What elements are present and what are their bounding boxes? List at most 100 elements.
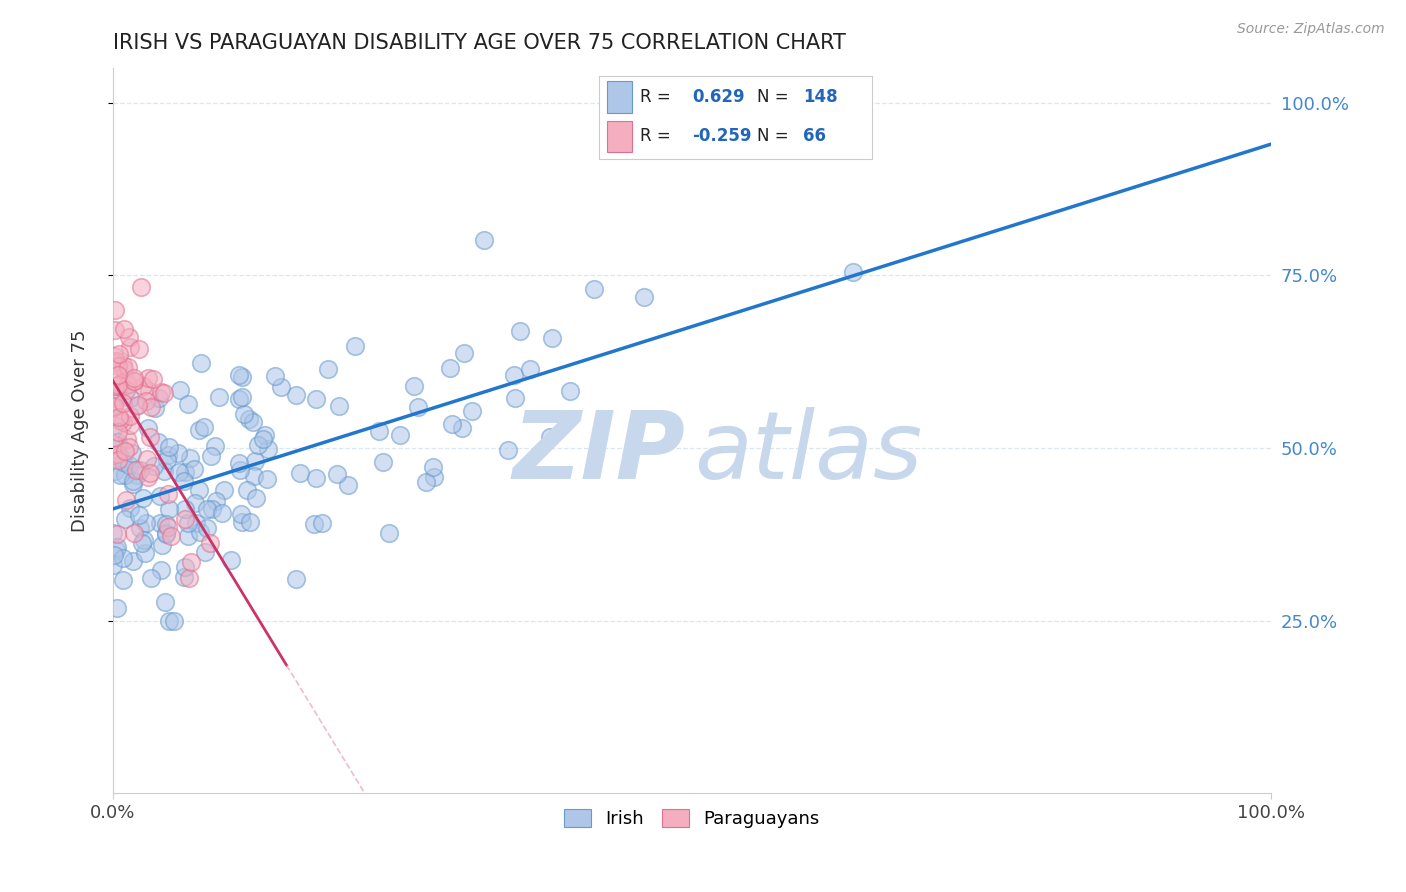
Point bbox=[108, 412, 131, 426]
Text: IRISH VS PARAGUAYAN DISABILITY AGE OVER 75 CORRELATION CHART: IRISH VS PARAGUAYAN DISABILITY AGE OVER … bbox=[112, 33, 846, 53]
Point bbox=[108, 410, 131, 425]
Point bbox=[136, 371, 159, 385]
Point bbox=[157, 502, 180, 516]
Point bbox=[155, 526, 177, 541]
Point bbox=[159, 440, 181, 454]
Point bbox=[155, 517, 177, 532]
Point bbox=[114, 512, 136, 526]
Text: ZIP: ZIP bbox=[513, 407, 686, 499]
Point bbox=[439, 361, 461, 376]
Point bbox=[132, 491, 155, 505]
Point bbox=[285, 388, 308, 402]
Point bbox=[288, 466, 311, 480]
Point bbox=[245, 454, 267, 468]
Point bbox=[122, 374, 145, 388]
Point bbox=[115, 433, 138, 447]
Point bbox=[101, 526, 124, 541]
Point bbox=[105, 527, 128, 541]
Point bbox=[368, 424, 391, 438]
Point bbox=[177, 529, 200, 543]
Point bbox=[167, 465, 190, 479]
Point bbox=[423, 470, 446, 484]
Point bbox=[122, 476, 145, 491]
Point bbox=[152, 537, 174, 551]
Point bbox=[184, 496, 207, 510]
Point bbox=[496, 443, 519, 458]
Point bbox=[228, 368, 250, 382]
Point bbox=[582, 282, 605, 296]
Point bbox=[173, 475, 195, 489]
Point bbox=[122, 554, 145, 568]
Point bbox=[302, 517, 325, 532]
Point bbox=[105, 354, 128, 368]
Point bbox=[107, 439, 129, 453]
Point bbox=[389, 428, 412, 442]
Point bbox=[256, 442, 278, 456]
Point bbox=[204, 494, 226, 508]
Point bbox=[159, 614, 181, 628]
Point bbox=[149, 490, 172, 504]
Point bbox=[236, 483, 259, 497]
Point bbox=[148, 392, 170, 406]
Point bbox=[131, 536, 153, 550]
Point bbox=[120, 417, 142, 432]
Point bbox=[149, 384, 172, 399]
Point bbox=[173, 570, 195, 584]
Point bbox=[377, 526, 399, 541]
Point bbox=[373, 455, 395, 469]
Point bbox=[422, 460, 444, 475]
Point bbox=[190, 356, 212, 370]
Point bbox=[139, 400, 162, 414]
Point bbox=[167, 446, 190, 460]
Point bbox=[103, 303, 125, 318]
Point bbox=[155, 527, 177, 541]
Point bbox=[188, 423, 211, 437]
Point bbox=[122, 475, 145, 489]
Point bbox=[453, 346, 475, 360]
Point bbox=[558, 384, 581, 399]
Point bbox=[174, 465, 197, 479]
Point bbox=[136, 470, 159, 484]
Point bbox=[316, 362, 339, 376]
Point bbox=[111, 395, 134, 409]
Point bbox=[193, 420, 215, 434]
Point bbox=[118, 340, 141, 354]
Point bbox=[243, 469, 266, 483]
Point bbox=[138, 466, 160, 480]
Point bbox=[440, 417, 463, 431]
Point bbox=[103, 417, 125, 432]
Point bbox=[204, 440, 226, 454]
Point bbox=[135, 393, 157, 408]
Point bbox=[173, 512, 195, 526]
Point bbox=[128, 508, 150, 522]
Point bbox=[122, 371, 145, 385]
Point bbox=[118, 330, 141, 344]
Point bbox=[472, 233, 495, 247]
Point bbox=[142, 372, 165, 386]
Point bbox=[104, 542, 127, 557]
Point bbox=[103, 350, 125, 364]
Point bbox=[115, 383, 138, 397]
Point bbox=[125, 463, 148, 477]
Point bbox=[111, 550, 134, 565]
Point bbox=[195, 521, 218, 535]
Point bbox=[211, 506, 233, 520]
Point bbox=[107, 368, 129, 383]
Point bbox=[141, 572, 163, 586]
Point bbox=[242, 415, 264, 429]
Point bbox=[103, 391, 125, 405]
Point bbox=[138, 384, 160, 398]
Point bbox=[129, 463, 152, 477]
Point bbox=[118, 391, 141, 405]
Point bbox=[233, 407, 256, 421]
Point bbox=[103, 549, 125, 563]
Point bbox=[132, 379, 155, 393]
Point bbox=[136, 420, 159, 434]
Point bbox=[208, 390, 231, 404]
Point bbox=[153, 594, 176, 608]
Legend: Irish, Paraguayans: Irish, Paraguayans bbox=[557, 801, 827, 835]
Point bbox=[149, 563, 172, 577]
Point bbox=[195, 502, 218, 516]
Point bbox=[285, 572, 308, 586]
Point bbox=[143, 401, 166, 416]
